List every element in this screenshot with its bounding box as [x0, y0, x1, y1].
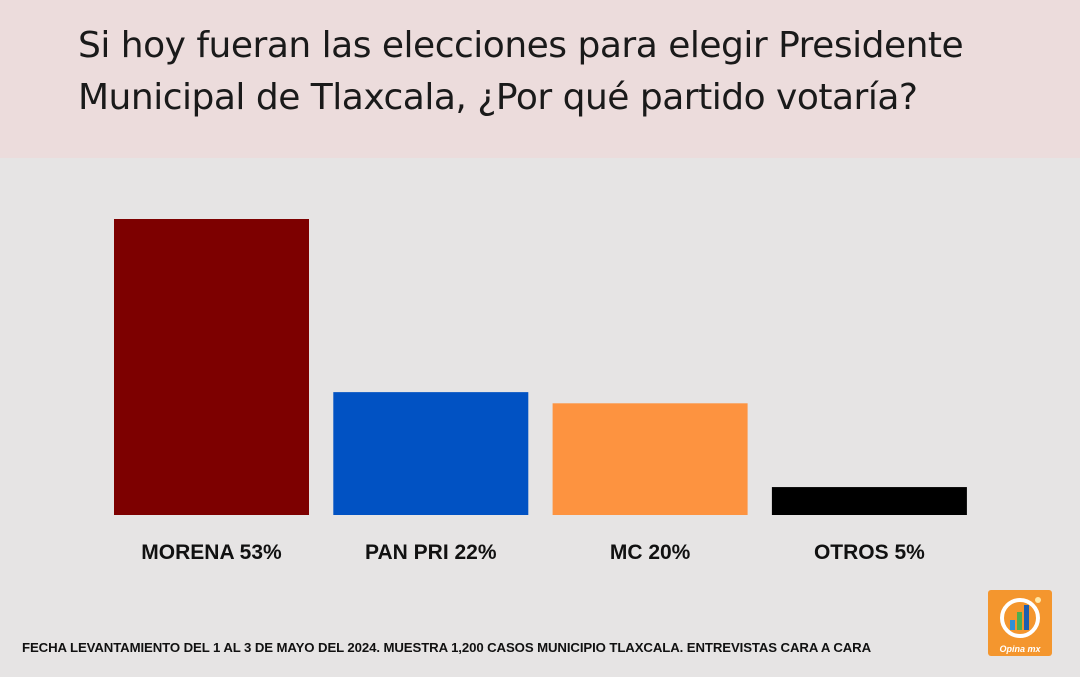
bar-chart: MORENA 53% PAN PRI 22% MC 20% OTROS 5% — [114, 219, 967, 564]
category-label-0: MORENA 53% — [141, 541, 282, 564]
methodology-note: FECHA LEVANTAMIENTO DEL 1 AL 3 DE MAYO D… — [22, 640, 872, 655]
category-label-2: MC 20% — [610, 541, 691, 564]
category-label-3: OTROS 5% — [814, 541, 925, 564]
logo-text: Opina mx — [999, 644, 1041, 654]
opina-logo: Opina mx — [988, 590, 1052, 656]
chart-title: Si hoy fueran las elecciones para elegir… — [78, 25, 964, 118]
title-banner: Si hoy fueran las elecciones para elegir… — [0, 0, 1080, 158]
category-label-1: PAN PRI 22% — [365, 541, 497, 564]
bar-2 — [552, 403, 748, 515]
bar-1 — [333, 392, 529, 515]
bar-3 — [771, 487, 967, 515]
bar-0 — [114, 219, 309, 515]
bar-chart-circle-icon — [1000, 597, 1041, 638]
